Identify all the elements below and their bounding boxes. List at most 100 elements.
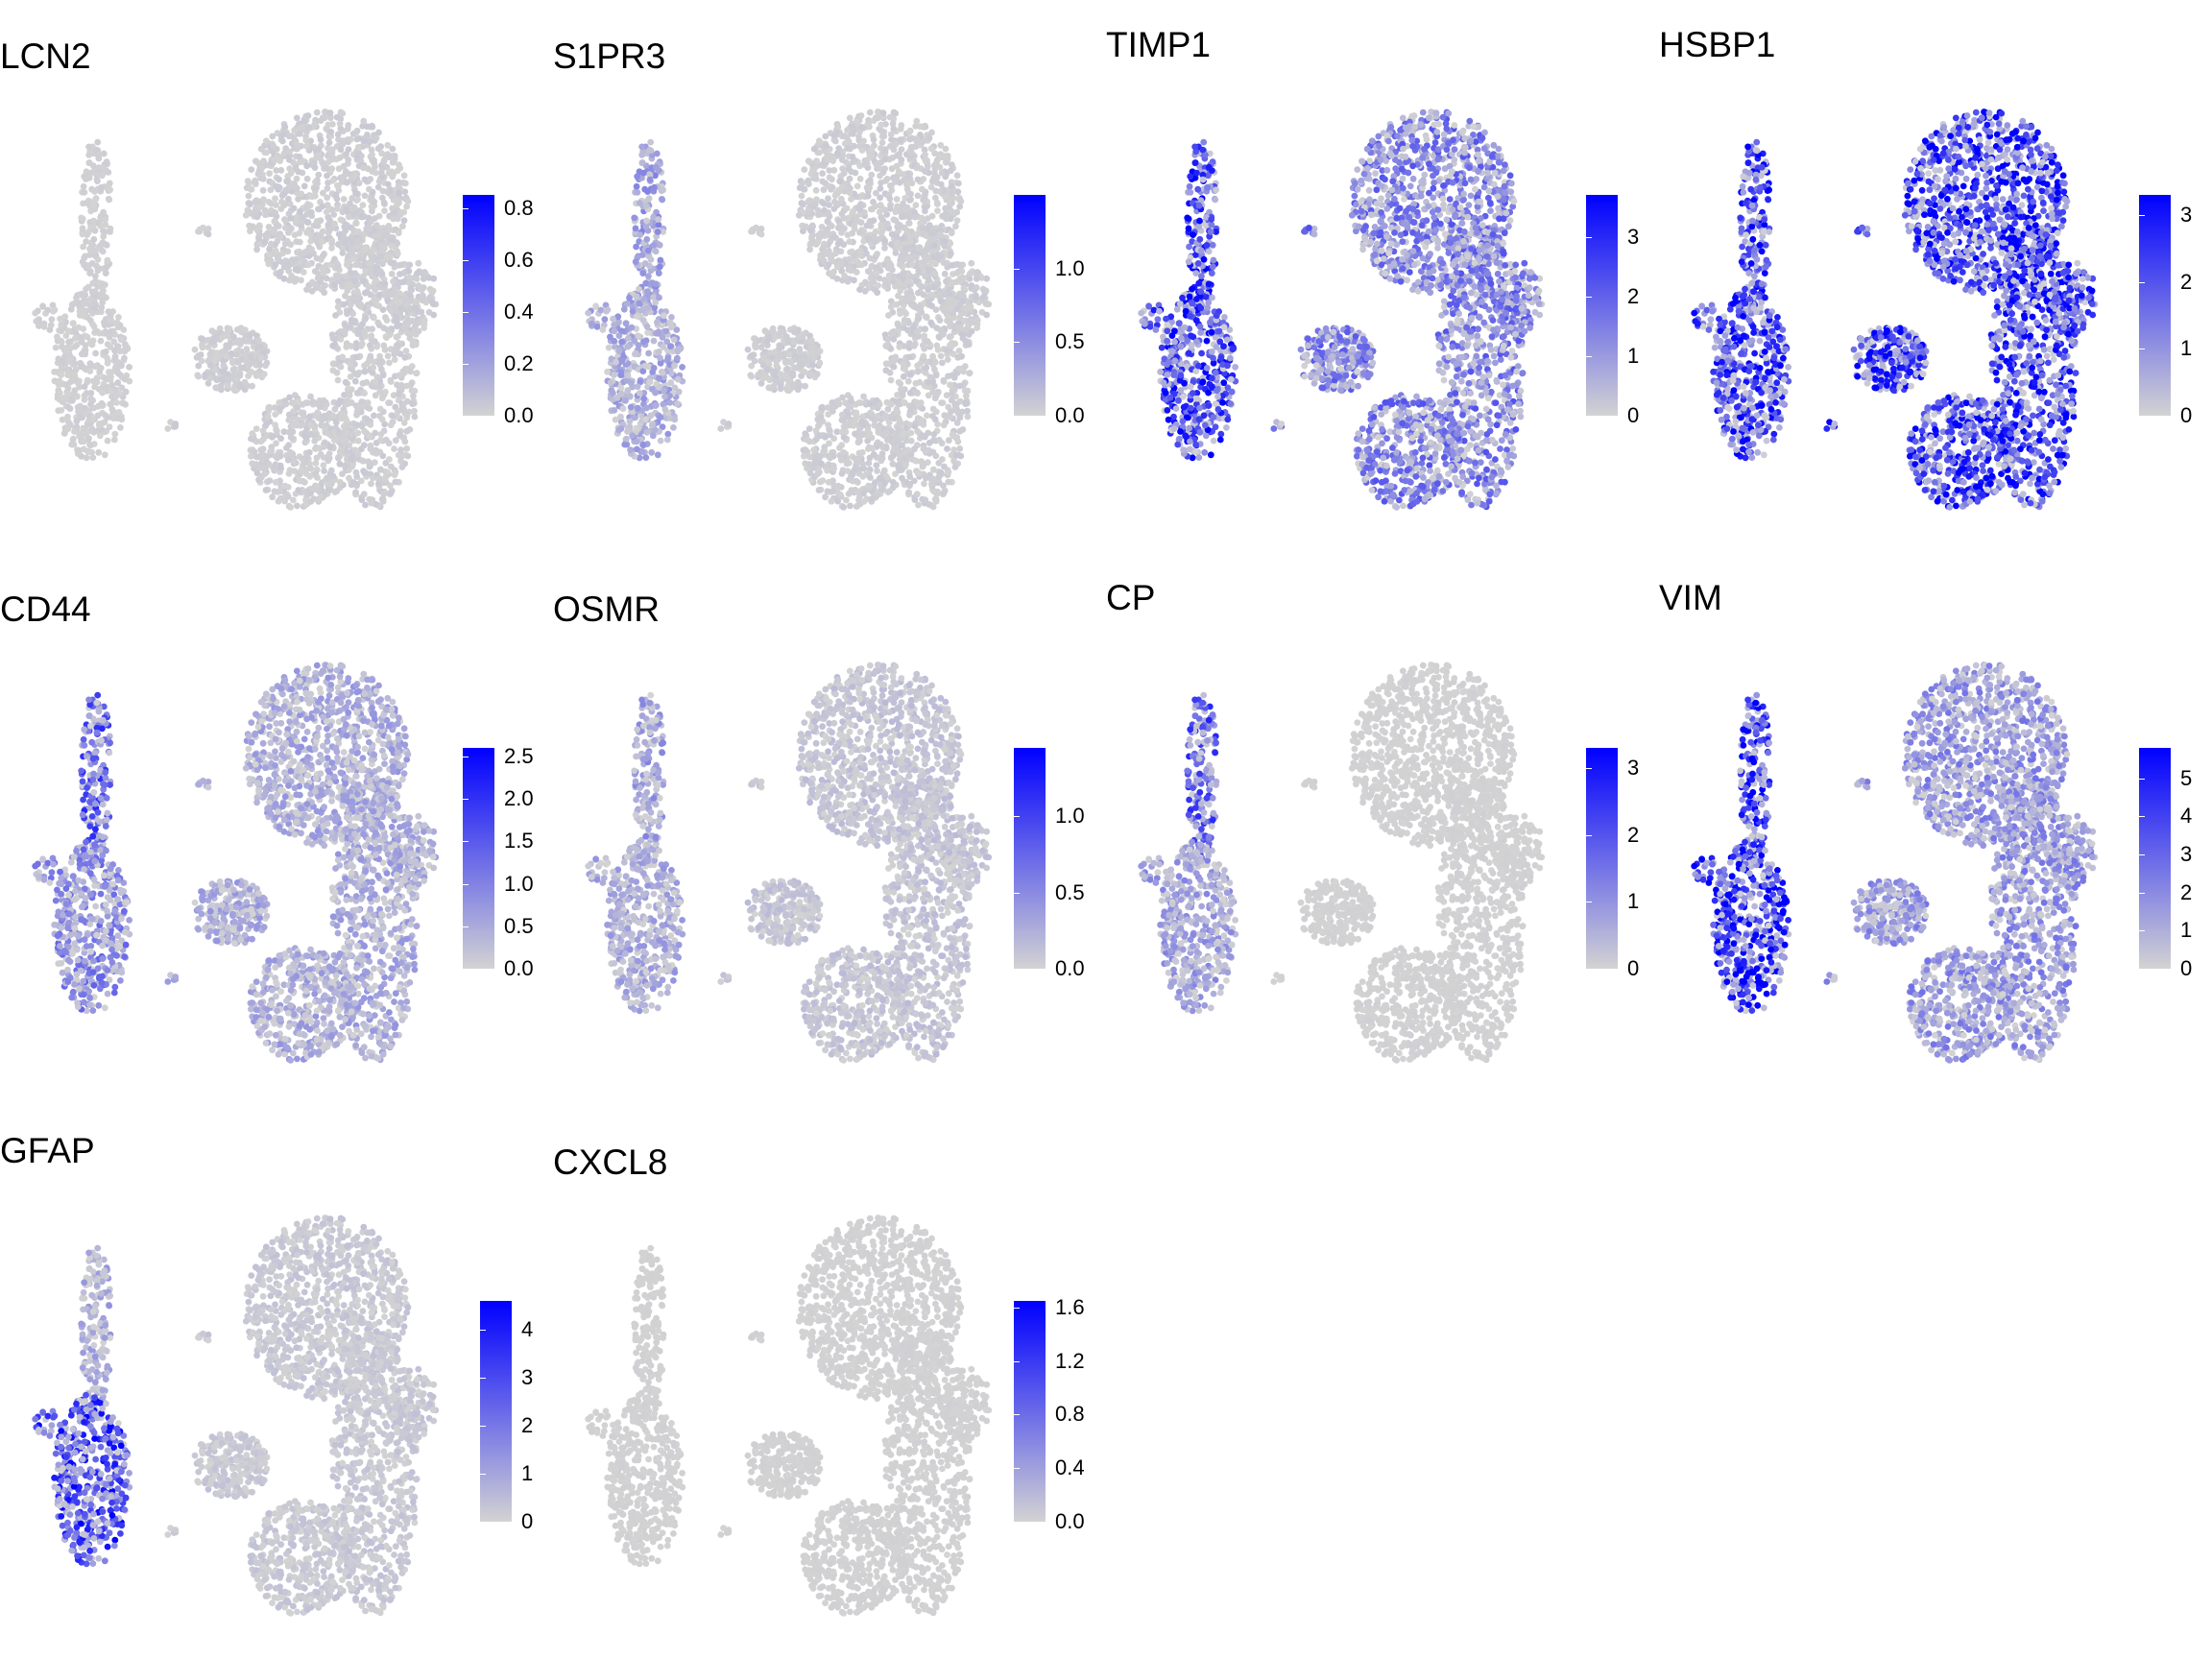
cell-point	[377, 169, 385, 177]
cell-point	[605, 344, 613, 351]
cell-point	[639, 317, 647, 325]
cell-point	[313, 254, 321, 262]
cell-point	[354, 190, 361, 198]
cell-point	[389, 412, 397, 420]
cell-point	[303, 286, 310, 293]
cell-point	[812, 186, 820, 194]
cell-point	[326, 227, 333, 234]
cell-point	[313, 154, 320, 161]
cell-point	[354, 437, 362, 445]
cell-point	[65, 357, 73, 365]
cell-point	[318, 421, 325, 429]
cell-point	[102, 349, 109, 355]
cell-point	[64, 413, 71, 421]
cell-point	[325, 213, 332, 221]
cell-point	[854, 182, 861, 190]
legend-colorbar	[463, 195, 494, 416]
cell-point	[914, 390, 921, 397]
cell-point	[927, 145, 935, 153]
cell-point	[926, 298, 932, 305]
cell-point	[236, 372, 244, 379]
cell-point	[349, 245, 356, 252]
legend-tick-label: 0.6	[504, 249, 534, 271]
cell-point	[642, 202, 650, 209]
cell-point	[674, 375, 682, 383]
cell-point	[204, 230, 212, 238]
cell-point	[269, 493, 276, 501]
cell-point	[364, 132, 371, 138]
cell-point	[660, 344, 667, 350]
cell-point	[919, 405, 926, 412]
cell-point	[953, 420, 961, 426]
cell-point	[88, 362, 96, 370]
cell-point	[936, 317, 944, 324]
cell-point	[415, 327, 422, 335]
cell-point	[805, 157, 813, 165]
cell-point	[293, 255, 300, 263]
cell-point	[76, 307, 84, 315]
cell-point	[957, 198, 965, 205]
cell-point	[60, 394, 68, 401]
cell-point	[374, 183, 382, 191]
cell-point	[370, 254, 376, 262]
cell-point	[811, 165, 818, 172]
cell-point	[898, 122, 905, 129]
cell-point	[644, 247, 652, 254]
cell-point	[849, 124, 856, 132]
cell-point	[91, 247, 99, 254]
cell-point	[284, 456, 292, 464]
cell-point	[89, 454, 97, 461]
cell-point	[419, 292, 426, 300]
cell-point	[328, 146, 336, 154]
cell-point	[368, 229, 374, 236]
cell-point	[855, 136, 863, 144]
cell-point	[934, 207, 941, 215]
cell-point	[358, 213, 366, 221]
cell-point	[342, 292, 349, 300]
cell-point	[841, 273, 848, 279]
cell-point	[328, 237, 335, 245]
cell-point	[399, 223, 406, 230]
cell-point	[887, 376, 895, 384]
cell-point	[386, 359, 393, 367]
cell-point	[402, 348, 410, 354]
cell-point	[343, 206, 350, 213]
cell-point	[607, 379, 614, 386]
cell-point	[647, 138, 655, 146]
cell-point	[272, 195, 278, 203]
cell-point	[937, 141, 945, 149]
cell-point	[847, 145, 854, 153]
cell-point	[99, 402, 107, 409]
cell-point	[369, 446, 376, 454]
cell-point	[311, 234, 319, 242]
cell-point	[373, 222, 380, 229]
cell-point	[102, 328, 109, 336]
cell-point	[362, 314, 370, 322]
cell-point	[897, 287, 904, 295]
cell-point	[388, 242, 396, 250]
cell-point	[325, 180, 331, 186]
cell-point	[819, 170, 826, 178]
cell-point	[910, 302, 918, 310]
cell-point	[643, 404, 650, 412]
cell-point	[362, 245, 369, 252]
cell-point	[398, 406, 405, 414]
cell-point	[353, 411, 360, 419]
cell-point	[315, 171, 323, 179]
cell-point	[949, 372, 956, 379]
cell-point	[270, 142, 276, 150]
cell-point	[285, 411, 293, 419]
cell-point	[366, 432, 373, 440]
cell-point	[311, 192, 319, 200]
cell-point	[412, 322, 420, 329]
cell-point	[362, 332, 370, 340]
cell-point	[367, 176, 374, 182]
cell-point	[104, 256, 111, 264]
cell-point	[277, 132, 285, 139]
cell-point	[261, 470, 269, 477]
cell-point	[195, 228, 202, 235]
cell-point	[44, 306, 52, 314]
cell-point	[354, 371, 361, 378]
cell-point	[304, 201, 311, 208]
cell-point	[298, 276, 304, 284]
